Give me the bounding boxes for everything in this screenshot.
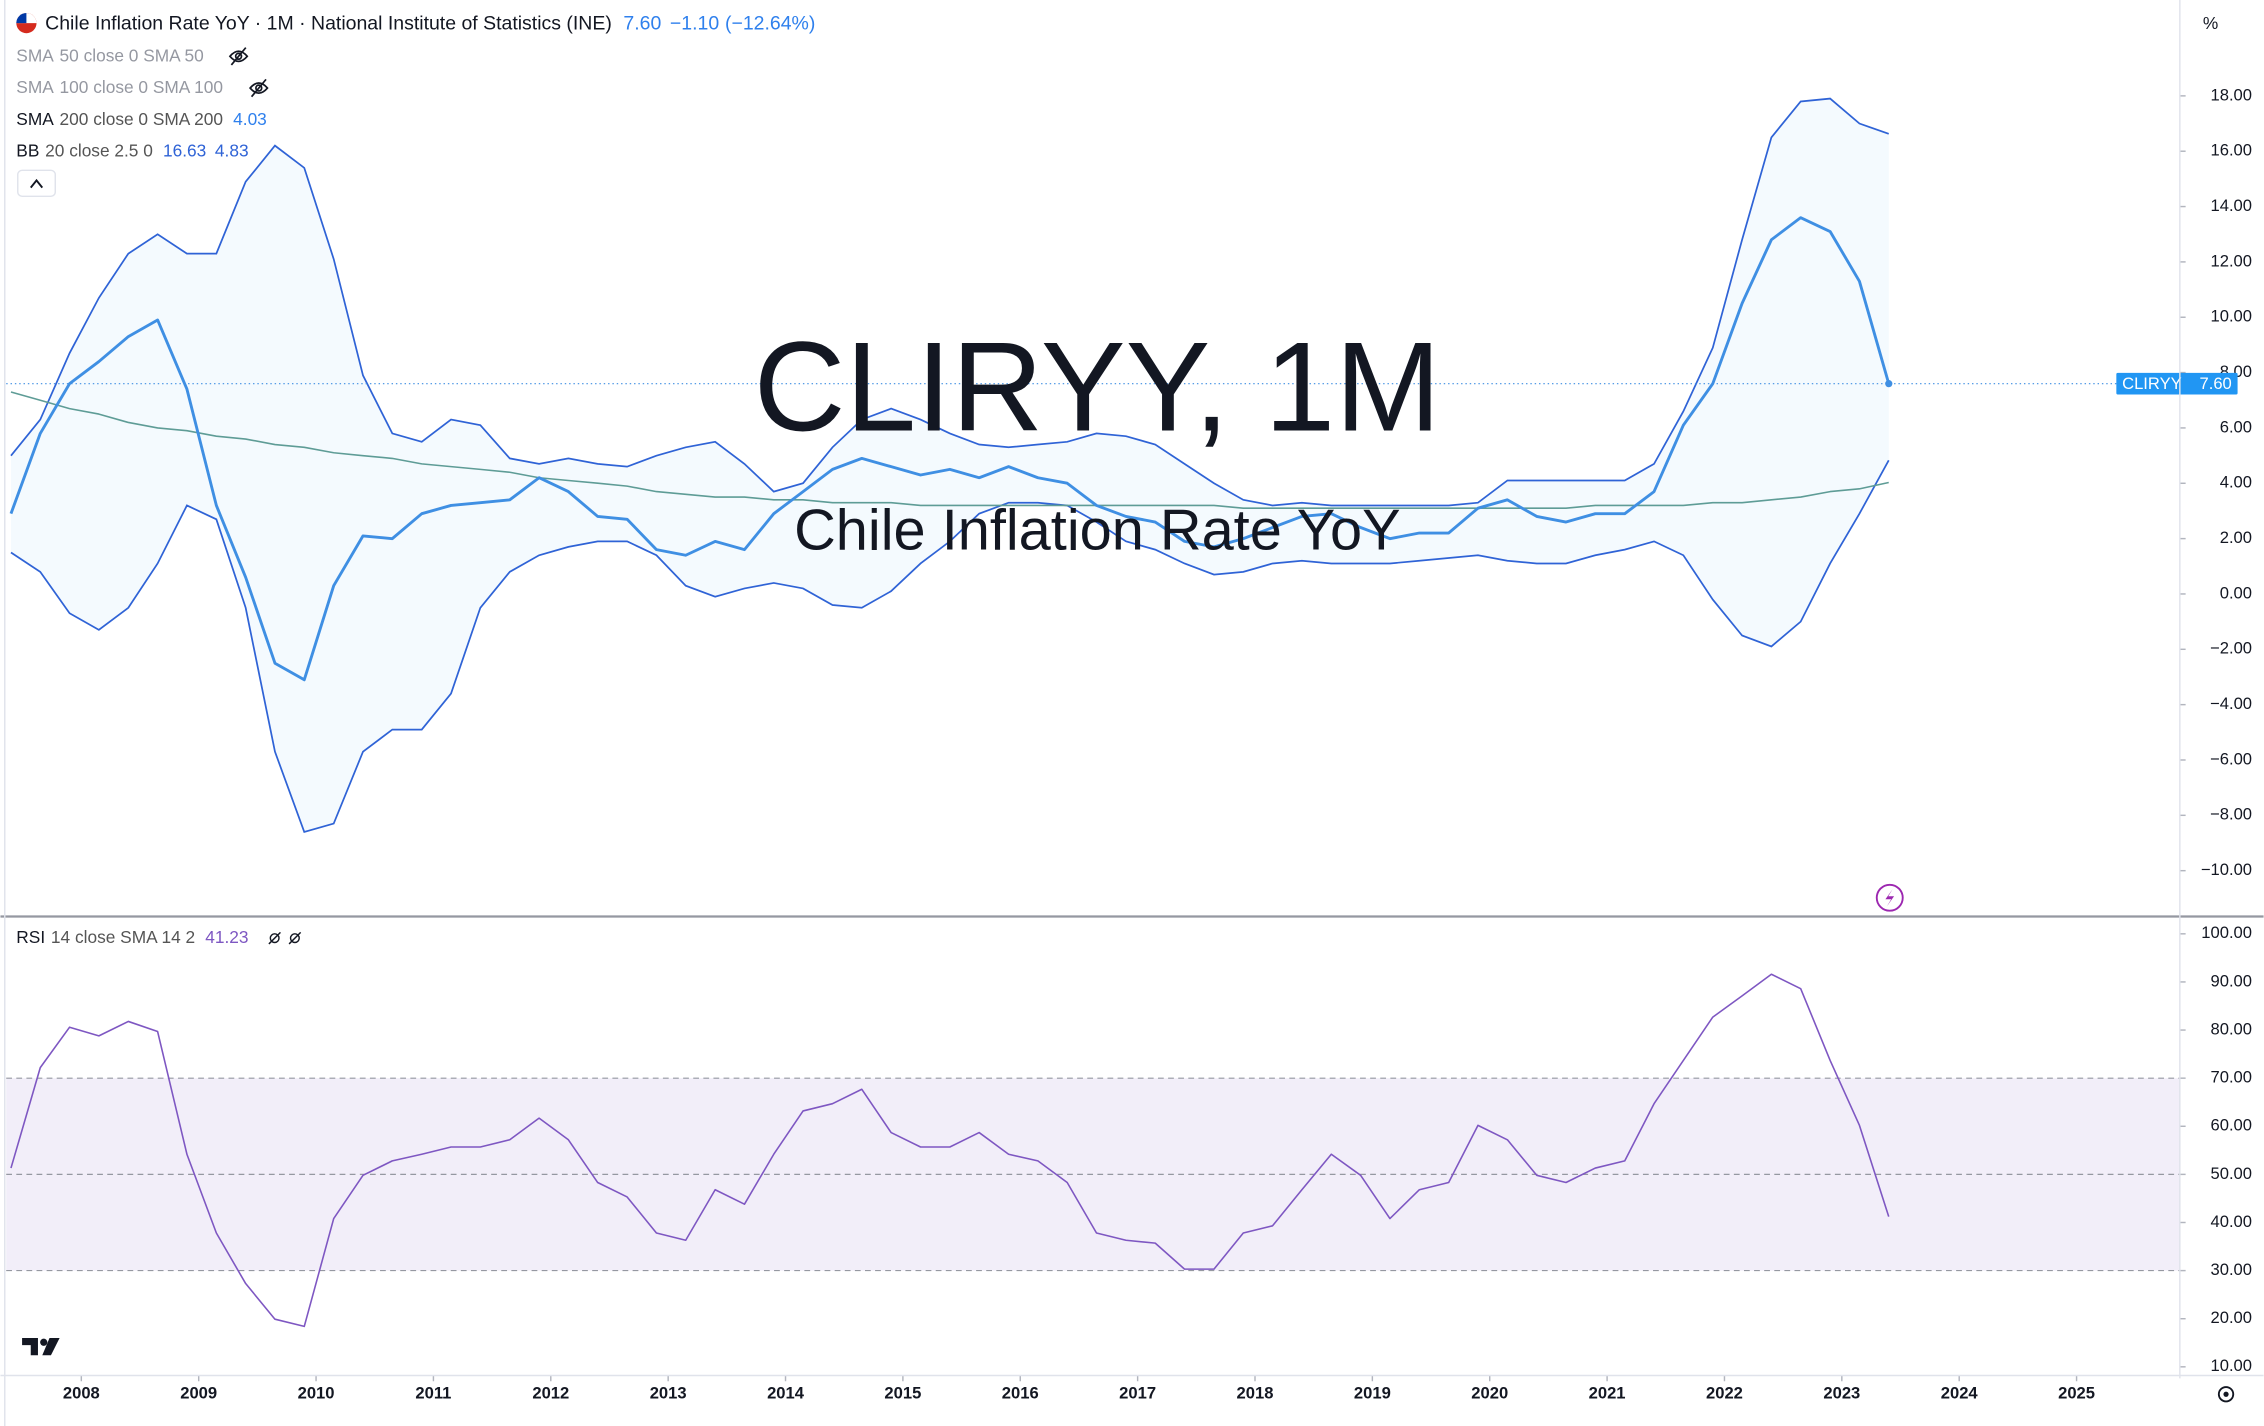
- y-tick-label: −6.00: [2210, 749, 2252, 768]
- x-tick-label: 2008: [63, 1384, 100, 1403]
- band-upper: [10, 97, 1890, 507]
- y-tick-label: 40.00: [2211, 1212, 2253, 1231]
- plot-layer: 18.0016.0014.0012.0010.008.006.004.002.0…: [6, 85, 2253, 1403]
- indicator-name: RSI: [16, 927, 45, 947]
- x-tick-label: 2018: [1237, 1384, 1274, 1403]
- y-tick-label: −10.00: [2201, 860, 2252, 879]
- y-tick-label: 20.00: [2211, 1308, 2253, 1327]
- indicator-params: 200 close 0 SMA 200: [60, 108, 223, 128]
- y-tick-label: −4.00: [2210, 694, 2252, 713]
- change: −1.10: [670, 13, 719, 35]
- y-tick-label: 60.00: [2211, 1116, 2253, 1135]
- indicator-name: SMA: [16, 108, 54, 128]
- x-tick-label: 2021: [1589, 1384, 1626, 1403]
- series-line: [10, 391, 1889, 509]
- indicator-value: 16.63: [163, 140, 206, 160]
- indicator-value: 4.83: [215, 140, 249, 160]
- indicator-params: 14 close SMA 14 2: [51, 927, 195, 947]
- last-value: 7.60: [623, 13, 661, 35]
- y-tick-label: 0.00: [2220, 583, 2252, 602]
- settings-icon[interactable]: [2217, 1386, 2235, 1403]
- y-tick-label: 18.00: [2211, 85, 2253, 104]
- price-tag: [2116, 372, 2238, 395]
- x-tick-label: 2024: [1941, 1384, 1979, 1403]
- band-fill: [10, 98, 1889, 832]
- lightning-icon[interactable]: [1875, 883, 1904, 912]
- y-tick-label: 80.00: [2211, 1019, 2253, 1038]
- y-tick-label: 30.00: [2211, 1260, 2253, 1279]
- y-tick-label: −8.00: [2210, 805, 2252, 824]
- y-tick-label: 10.00: [2211, 1356, 2253, 1375]
- indicator-name: SMA: [16, 77, 54, 97]
- legend-header: Chile Inflation Rate YoY · 1M · National…: [45, 13, 815, 35]
- collapse-button[interactable]: [17, 169, 57, 198]
- x-tick-label: 2017: [1119, 1384, 1156, 1403]
- indicator-value: 41.23: [205, 927, 248, 947]
- y-tick-label: 4.00: [2220, 473, 2252, 492]
- y-tick-label: 10.00: [2211, 307, 2253, 326]
- unit-label: %: [2203, 13, 2218, 33]
- x-tick-label: 2010: [298, 1384, 335, 1403]
- flag-icon: [16, 12, 37, 34]
- x-tick-label: 2013: [650, 1384, 687, 1403]
- indicator-legend: BB 20 close 2.5 0 16.63 4.83: [16, 140, 248, 160]
- y-tick-label: 2.00: [2220, 528, 2252, 547]
- indicator-params: 50 close 0 SMA 50: [60, 45, 204, 65]
- price-tag-name: CLIRYY: [2122, 374, 2182, 393]
- x-tick-label: 2023: [1823, 1384, 1860, 1403]
- na-icons: [268, 931, 302, 945]
- x-tick-label: 2019: [1354, 1384, 1391, 1403]
- indicator-name: SMA: [16, 45, 54, 65]
- chart-title: Chile Inflation Rate YoY · 1M · National…: [45, 13, 612, 35]
- x-tick-label: 2011: [415, 1384, 451, 1403]
- y-tick-label: 100.00: [2201, 923, 2252, 942]
- y-tick-label: 16.00: [2211, 141, 2253, 160]
- rsi-legend: RSI 14 close SMA 14 2 41.23: [16, 927, 248, 947]
- indicator-params: 20 close 2.5 0: [45, 140, 153, 160]
- y-tick-label: −2.00: [2210, 639, 2252, 658]
- indicator-name: BB: [16, 140, 39, 160]
- y-tick-label: 70.00: [2211, 1068, 2253, 1087]
- last-point: [1885, 380, 1893, 388]
- x-tick-label: 2014: [767, 1384, 805, 1403]
- indicator-legend: SMA 100 close 0 SMA 100: [16, 77, 223, 97]
- tradingview-logo: [22, 1337, 60, 1356]
- x-tick-label: 2025: [2058, 1384, 2095, 1403]
- x-tick-label: 2020: [1471, 1384, 1508, 1403]
- x-tick-label: 2015: [884, 1384, 921, 1403]
- x-tick-label: 2009: [180, 1384, 217, 1403]
- indicator-legend: SMA 50 close 0 SMA 50: [16, 45, 203, 65]
- price-tag-value: 7.60: [2200, 374, 2232, 393]
- x-tick-label: 2012: [532, 1384, 569, 1403]
- band-lower: [10, 459, 1890, 833]
- rsi-line: [10, 973, 1890, 1328]
- indicator-value: 4.03: [233, 108, 267, 128]
- series-line: [9, 216, 1891, 682]
- x-tick-label: 2016: [1002, 1384, 1039, 1403]
- change-pct: (−12.64%): [725, 13, 815, 35]
- y-tick-label: 50.00: [2211, 1164, 2253, 1183]
- x-tick-label: 2022: [1706, 1384, 1743, 1403]
- hidden-eye-icon[interactable]: [228, 47, 249, 66]
- hidden-eye-icon[interactable]: [248, 78, 269, 98]
- indicator-legend: SMA 200 close 0 SMA 200 4.03: [16, 108, 267, 128]
- watermark: CLIRYY, 1M: [754, 315, 1441, 457]
- y-tick-label: 90.00: [2211, 971, 2253, 990]
- watermark-sub: Chile Inflation Rate YoY: [794, 498, 1400, 562]
- y-tick-label: 14.00: [2211, 196, 2253, 215]
- indicator-params: 100 close 0 SMA 100: [60, 77, 223, 97]
- y-tick-label: 12.00: [2211, 251, 2253, 270]
- y-tick-label: 6.00: [2220, 417, 2252, 436]
